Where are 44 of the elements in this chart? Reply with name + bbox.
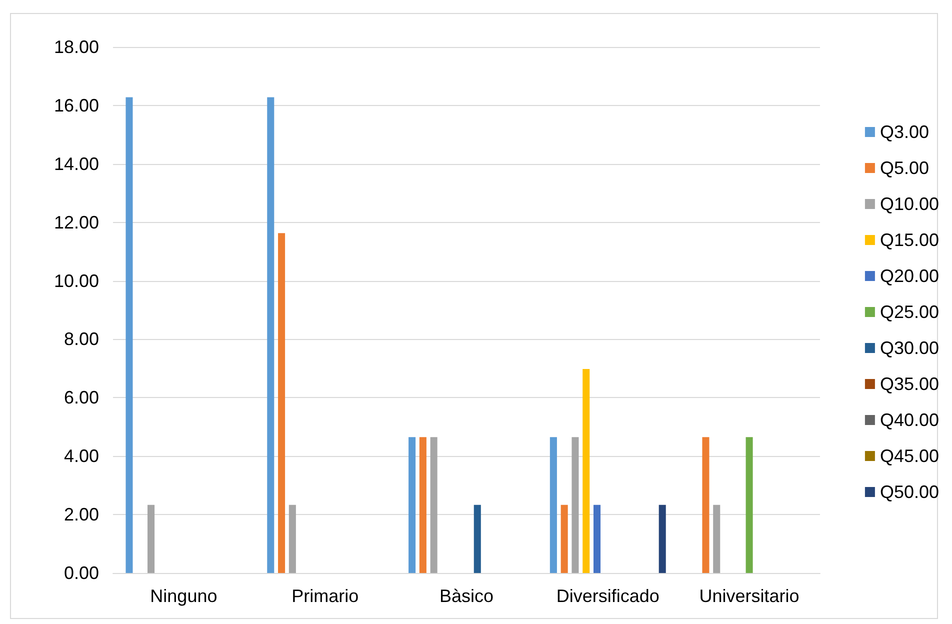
y-tick-label: 12.00	[54, 212, 99, 232]
x-tick-label: Bàsico	[439, 586, 494, 606]
legend-label: Q3.00	[880, 122, 929, 142]
legend-label: Q40.00	[880, 410, 939, 430]
bar	[148, 504, 155, 573]
legend-label: Q15.00	[880, 230, 939, 250]
y-tick-label: 4.00	[64, 446, 99, 466]
legend-label: Q30.00	[880, 338, 939, 358]
x-tick-label: Primario	[292, 586, 359, 606]
bar	[430, 437, 438, 573]
y-tick-label: 2.00	[64, 504, 99, 525]
y-tick-label: 10.00	[54, 270, 99, 291]
bar	[419, 437, 426, 573]
bar	[267, 97, 274, 573]
legend-label: Q45.00	[880, 446, 939, 466]
legend-label: Q5.00	[880, 158, 929, 178]
legend-label: Q25.00	[880, 302, 939, 322]
bar	[126, 97, 133, 573]
bar	[582, 369, 590, 573]
y-tick-label: 0.00	[64, 563, 99, 583]
y-tick-label: 8.00	[64, 329, 99, 350]
bar	[572, 437, 579, 573]
bar	[702, 437, 710, 573]
bar	[560, 504, 568, 573]
bar	[658, 504, 666, 573]
legend-label: Q20.00	[880, 266, 939, 286]
y-tick-label: 18.00	[54, 37, 99, 57]
legend-label: Q35.00	[880, 374, 939, 394]
bar	[474, 504, 481, 573]
legend-label: Q50.00	[880, 482, 939, 502]
bar	[278, 233, 286, 573]
x-tick-label: Ninguno	[150, 586, 218, 606]
y-tick-label: 16.00	[54, 95, 99, 116]
legend-label: Q10.00	[880, 194, 939, 214]
y-tick-label: 6.00	[64, 388, 99, 408]
bar	[288, 504, 296, 573]
bar	[746, 437, 753, 573]
bar	[713, 504, 720, 573]
bar	[593, 504, 601, 573]
x-tick-label: Universitario	[699, 586, 800, 606]
bar	[408, 437, 416, 573]
y-tick-label: 14.00	[54, 154, 99, 174]
bar	[550, 437, 557, 573]
x-tick-label: Diversificado	[556, 586, 660, 606]
